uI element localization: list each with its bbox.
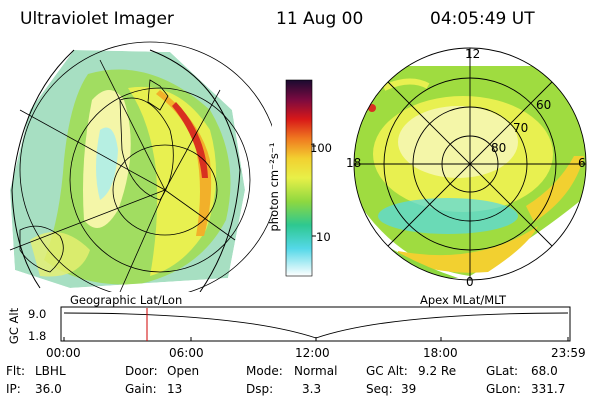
status-mode-label: Mode: [246, 364, 283, 378]
timeline-y-min: 1.8 [28, 329, 47, 343]
app-title: Ultraviolet Imager [20, 9, 174, 29]
timeline-tick-1800: 18:00 [423, 346, 458, 360]
status-gcalt-value: 9.2 Re [418, 364, 457, 378]
status-door-value: Open [167, 364, 200, 378]
color-scale-bar [285, 79, 316, 277]
status-ip-value: 36.0 [35, 382, 62, 396]
timeline-axis-label: GC Alt [7, 307, 21, 345]
status-glon-label: GLon: [486, 382, 521, 396]
status-filter-label: Flt: [6, 364, 25, 378]
colorbar-tick-100: 100 [310, 141, 332, 155]
polar-auroral-image [353, 47, 587, 281]
left-panel-caption: Geographic Lat/Lon [70, 293, 183, 307]
status-glat-label: GLat: [486, 364, 519, 378]
status-glon-value: 331.7 [531, 382, 566, 396]
timeline-y-max: 9.0 [28, 307, 47, 321]
status-seq-value: 39 [401, 382, 417, 396]
mlt-label-18: 18 [346, 156, 362, 170]
mlt-label-6: 6 [578, 156, 586, 170]
timeline-tick-0600: 06:00 [169, 346, 204, 360]
status-gcalt-label: GC Alt: [366, 364, 408, 378]
mlt-label-0: 0 [466, 275, 474, 289]
status-seq-label: Seq: [366, 382, 393, 396]
status-dsp-value: 3.3 [302, 382, 322, 396]
timeline-tick-1200: 12:00 [295, 346, 330, 360]
mlat-label-80: 80 [491, 141, 507, 155]
status-door-label: Door: [125, 364, 158, 378]
status-filter-value: LBHL [35, 364, 66, 378]
status-dsp-label: Dsp: [246, 382, 274, 396]
mlat-label-70: 70 [513, 121, 529, 135]
colorbar-tick-10: 10 [316, 230, 331, 244]
time-label: 04:05:49 UT [430, 9, 535, 29]
status-mode-value: Normal [294, 364, 338, 378]
timeline-tick-0000: 00:00 [46, 346, 81, 360]
geographic-auroral-image [9, 41, 272, 292]
mlt-label-12: 12 [465, 47, 481, 61]
altitude-timeline-plot [60, 306, 571, 342]
status-gain-label: Gain: [125, 382, 157, 396]
mlat-label-60: 60 [536, 98, 552, 112]
status-glat-value: 68.0 [531, 364, 558, 378]
status-gain-value: 13 [167, 382, 183, 396]
timeline-tick-2359: 23:59 [551, 346, 586, 360]
colorbar-unit-label: photon cm⁻²s⁻¹ [267, 142, 281, 232]
right-panel-caption: Apex MLat/MLT [420, 293, 507, 307]
date-label: 11 Aug 00 [276, 9, 364, 29]
status-ip-label: IP: [6, 382, 21, 396]
